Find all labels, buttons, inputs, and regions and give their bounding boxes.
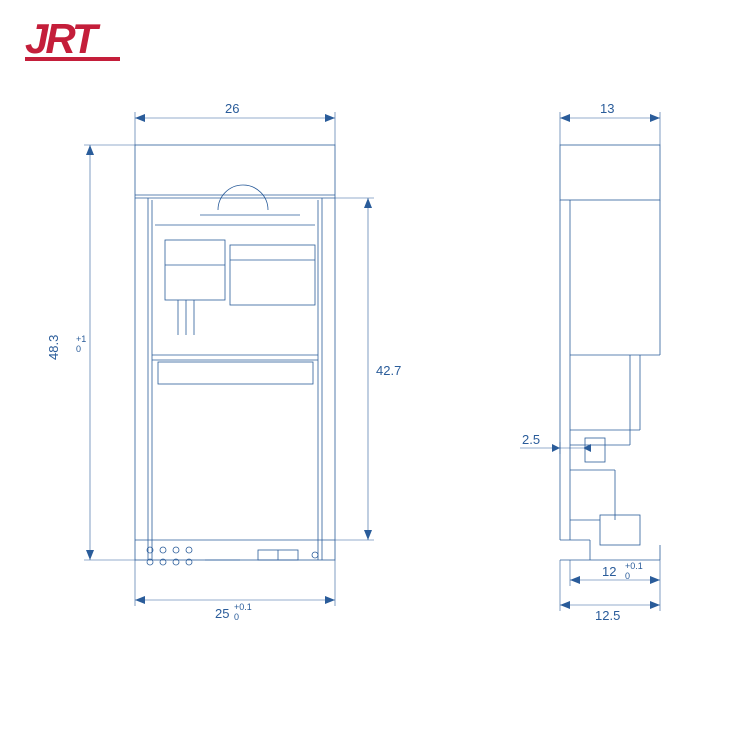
dim-front-width-top: 26 xyxy=(225,101,239,116)
dim-side-width-bottom: 12.5 xyxy=(595,608,620,623)
dim-front-wb-tol-l: 0 xyxy=(234,612,239,622)
dim-front-height-outer: 48.3 xyxy=(46,335,61,360)
dim-front-height-tol-l: 0 xyxy=(76,344,81,354)
dim-side-wm-tol-l: 0 xyxy=(625,571,630,581)
dim-side-width-top: 13 xyxy=(600,101,614,116)
dim-front-wb-tol-u: +0.1 xyxy=(234,602,252,612)
side-view: 13 2.5 12 +0.1 0 12.5 xyxy=(520,101,660,623)
dim-side-offset: 2.5 xyxy=(522,432,540,447)
dim-front-height-inner: 42.7 xyxy=(376,363,401,378)
svg-text:48.3: 48.3 xyxy=(46,335,61,360)
dim-side-wm-tol-u: +0.1 xyxy=(625,561,643,571)
front-view: 26 42.7 48.3 +1 0 25 +0.1 0 xyxy=(46,101,401,622)
dim-front-width-bottom: 25 xyxy=(215,606,229,621)
dim-side-width-mid: 12 xyxy=(602,564,616,579)
technical-drawing: 26 42.7 48.3 +1 0 25 +0.1 0 xyxy=(0,0,750,750)
dim-front-height-tol-u: +1 xyxy=(76,334,86,344)
